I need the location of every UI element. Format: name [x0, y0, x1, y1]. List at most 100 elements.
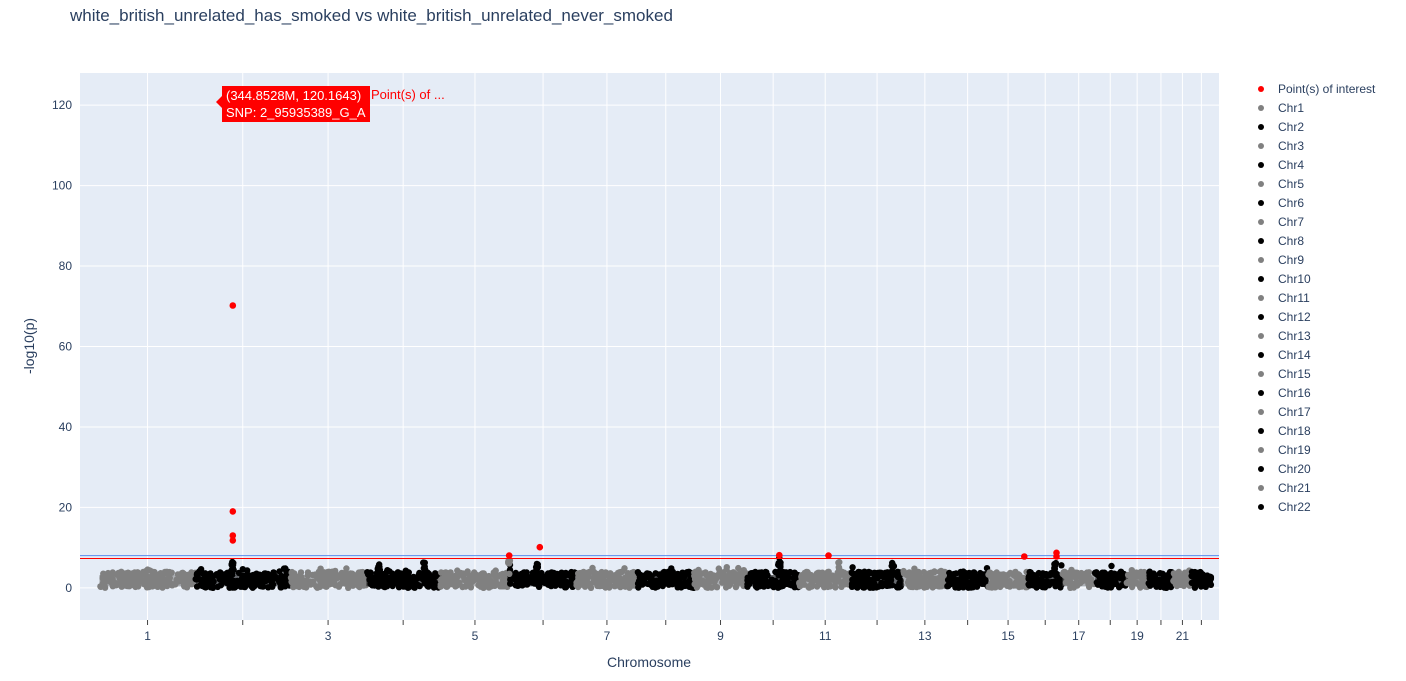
snp-point: [876, 569, 883, 576]
legend-item[interactable]: Chr13: [1252, 326, 1375, 345]
legend-marker-icon: [1258, 484, 1264, 491]
legend-item[interactable]: Chr11: [1252, 288, 1375, 307]
legend[interactable]: Point(s) of interest Chr1 Chr2 Chr3 Chr4 Chr5…: [1252, 79, 1375, 516]
snp-peak-point: [376, 563, 383, 571]
legend-item[interactable]: Chr21: [1252, 478, 1375, 497]
legend-item[interactable]: Chr9: [1252, 250, 1375, 269]
chart-title: white_british_unrelated_has_smoked vs wh…: [70, 6, 673, 25]
legend-marker-icon: [1258, 180, 1264, 187]
point-of-interest[interactable]: [536, 543, 544, 551]
snp-point: [849, 564, 856, 571]
snp-peak-point: [889, 559, 896, 567]
legend-item[interactable]: Chr7: [1252, 212, 1375, 231]
snp-point: [447, 569, 454, 576]
legend-label: Chr18: [1278, 423, 1311, 438]
snp-point: [471, 569, 478, 576]
snp-peak-point: [834, 572, 841, 579]
x-tick-label: 19: [1130, 629, 1144, 643]
legend-label: Chr1: [1278, 100, 1305, 115]
y-tick-label: 60: [59, 340, 73, 354]
snp-peak-point: [775, 572, 782, 579]
snp-point: [586, 568, 594, 576]
legend-item[interactable]: Chr3: [1252, 136, 1375, 155]
snp-density-band: [851, 575, 903, 587]
legend-item[interactable]: Chr17: [1252, 402, 1375, 421]
snp-point: [691, 569, 698, 576]
snp-point: [848, 569, 855, 576]
snp-point: [357, 569, 364, 576]
x-tick-label: 21: [1176, 629, 1190, 643]
snp-point: [143, 567, 150, 574]
legend-label: Chr5: [1278, 176, 1305, 191]
legend-item[interactable]: Chr16: [1252, 383, 1375, 402]
legend-marker-icon: [1258, 465, 1264, 472]
snp-point: [288, 569, 295, 576]
snp-point: [624, 570, 632, 577]
legend-item[interactable]: Chr6: [1252, 193, 1375, 212]
snp-point: [386, 568, 393, 575]
legend-item[interactable]: Chr19: [1252, 440, 1375, 459]
legend-item[interactable]: Chr22: [1252, 497, 1375, 516]
point-of-interest[interactable]: [825, 552, 832, 559]
snp-density-band: [576, 575, 638, 587]
snp-point: [342, 569, 349, 576]
snp-peak-point: [533, 564, 540, 571]
point-of-interest[interactable]: [1053, 553, 1060, 560]
points-of-interest[interactable]: [229, 101, 1060, 560]
snp-point: [550, 569, 557, 577]
legend-label: Chr11: [1278, 290, 1310, 305]
point-of-interest[interactable]: [229, 302, 237, 309]
legend-item[interactable]: Chr20: [1252, 459, 1375, 478]
legend-item[interactable]: Chr5: [1252, 174, 1375, 193]
snp-density-band: [1125, 575, 1149, 587]
legend-item[interactable]: Chr18: [1252, 421, 1375, 440]
legend-item[interactable]: Chr1: [1252, 98, 1375, 117]
point-of-interest[interactable]: [776, 551, 783, 559]
y-tick-label: 120: [52, 98, 72, 112]
legend-item[interactable]: Chr15: [1252, 364, 1375, 383]
y-tick-label: 80: [59, 259, 73, 273]
snp-density-band: [693, 575, 748, 587]
legend-item[interactable]: Chr12: [1252, 307, 1375, 326]
point-of-interest[interactable]: [229, 508, 237, 515]
snp-density-band: [366, 575, 440, 587]
snp-point: [367, 569, 374, 577]
snp-density-band: [99, 575, 196, 587]
snp-density-band: [747, 575, 800, 587]
snp-density-band: [1148, 575, 1174, 587]
point-of-interest[interactable]: [505, 552, 513, 559]
x-tick-label: 15: [1001, 629, 1015, 643]
point-of-interest[interactable]: [229, 537, 237, 544]
snp-peak-point: [421, 563, 428, 570]
legend-item[interactable]: Chr10: [1252, 269, 1375, 288]
data-points[interactable]: [97, 554, 1215, 592]
legend-item[interactable]: Chr14: [1252, 345, 1375, 364]
legend-item[interactable]: Chr2: [1252, 117, 1375, 136]
snp-density-band: [1094, 575, 1126, 587]
snp-point: [971, 569, 978, 576]
snp-point: [723, 566, 730, 573]
point-of-interest[interactable]: [229, 532, 237, 539]
y-tick-label: 40: [59, 420, 73, 434]
x-tick-label: 3: [325, 629, 332, 643]
legend-item[interactable]: Chr4: [1252, 155, 1375, 174]
point-of-interest[interactable]: [1021, 553, 1028, 560]
legend-item[interactable]: Chr8: [1252, 231, 1375, 250]
legend-marker-icon: [1258, 503, 1264, 510]
hover-pointer: [216, 96, 222, 108]
x-tick-label: 9: [717, 629, 724, 643]
snp-point: [804, 569, 812, 577]
legend-item[interactable]: Point(s) of interest: [1252, 79, 1375, 98]
legend-marker-icon: [1258, 199, 1264, 206]
legend-label: Chr15: [1278, 366, 1311, 381]
legend-marker-icon: [1258, 446, 1264, 453]
legend-label: Chr21: [1278, 480, 1311, 495]
snp-peak-point: [835, 559, 842, 566]
snp-peak-point: [1051, 569, 1058, 577]
snp-point: [405, 569, 412, 576]
snp-density-band: [902, 575, 947, 587]
snp-point: [196, 568, 203, 575]
snp-point: [763, 569, 770, 576]
snp-point: [1058, 562, 1065, 569]
